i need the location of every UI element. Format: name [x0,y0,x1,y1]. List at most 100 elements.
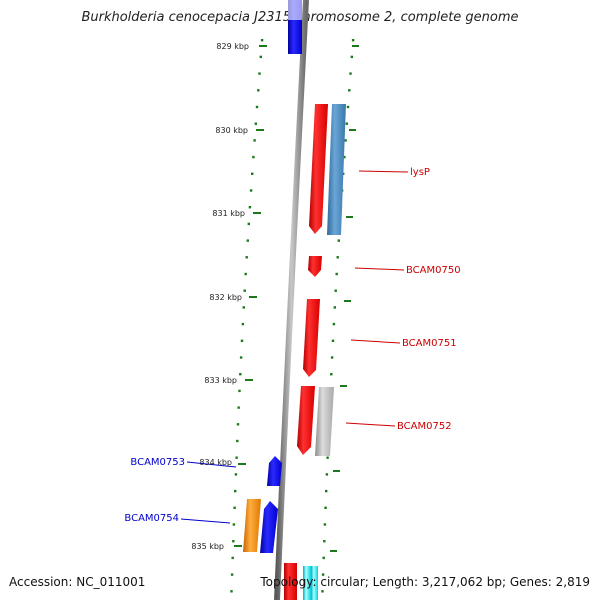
ring-dot [345,122,348,125]
ring-dot [237,406,240,409]
gene-BCAM0754-cds [260,501,278,553]
ring-dot [346,105,350,109]
ring-dot [330,373,333,376]
ring-dot [253,139,256,142]
ring-dot [258,72,261,75]
ring-dot [324,506,327,509]
ring-dot [334,289,337,292]
ring-dot [236,439,239,443]
gene-label-BCAM0754[interactable]: BCAM0754 [124,513,179,524]
gene-BCAM0753-cds [267,456,282,486]
ring-dot [243,289,246,292]
cds-bottom-cyan-1 [303,566,311,600]
ring-dot [254,122,257,125]
ring-dot [234,489,237,493]
ring-dot [321,573,325,576]
gene-label-BCAM0752[interactable]: BCAM0752 [397,421,452,432]
ring-dot [239,373,242,376]
cds-top-light [288,0,302,20]
tick-label-834: 834 kbp [199,458,232,467]
ring-dot [321,590,324,593]
tick-833: 833 kbp [204,376,253,385]
ring-dot [233,506,236,509]
gene-BCAM0752-cds [297,386,315,455]
ring-dot [245,256,248,259]
ring-dot [323,523,327,526]
leader-BCAM0750 [354,267,405,271]
ring-dot [249,189,253,192]
ring-dot [232,540,235,543]
ring-dot [260,39,264,42]
ring-dot [336,256,339,259]
leader-BCAM0752 [345,422,396,427]
ring-dot [246,239,249,242]
tick-label-830: 830 kbp [215,126,248,135]
leader-BCAM0754 [180,518,231,524]
ring-dot [325,473,329,476]
ring-dot [325,489,328,493]
tick-835: 835 kbp [191,542,242,551]
ring-dot [240,339,244,342]
gene-label-lysP[interactable]: lysP [410,167,430,178]
cds-bottom-cyan-2 [311,566,318,600]
ring-dot [239,356,243,359]
tick-label-831: 831 kbp [212,209,245,218]
leader-BCAM0753 [186,461,237,468]
ring-dot [241,322,245,326]
ring-dot [255,105,259,109]
tick-label-832: 832 kbp [209,293,242,302]
ring-dot [351,39,355,42]
ring-dot [337,239,340,242]
ring-dot [251,172,254,175]
ring-dot [236,423,240,426]
gene-label-BCAM0753[interactable]: BCAM0753 [130,457,185,468]
ring-dot [234,473,238,476]
ring-dot [343,155,346,159]
ring-dot [231,556,234,560]
genome-summary-text: Topology: circular; Length: 3,217,062 bp… [260,575,590,589]
gene-lysP-feature [327,104,346,235]
ring-dot [331,339,335,342]
gene-BCAM0752-feature [315,387,334,456]
ring-dot [244,272,247,276]
ring-dot [330,356,334,359]
ring-dot [350,55,353,59]
ring-dot [238,389,241,393]
gene-lysP-cds [309,104,328,234]
ring-dot [322,556,325,560]
tick-831: 831 kbp [212,209,261,218]
gene-BCAM0754-feature [243,499,261,552]
ring-dot [259,55,262,59]
ring-dot [252,155,255,159]
leader-lysP [358,170,409,173]
gene-BCAM0751-cds [303,299,320,377]
ring-dot [333,306,336,309]
ring-dot [230,590,233,593]
gene-label-BCAM0750[interactable]: BCAM0750 [406,265,461,276]
ring-dot [242,306,245,309]
tick-834: 834 kbp [199,458,246,467]
ring-dot [257,89,260,92]
tick-829: 829 kbp [216,42,267,51]
tick-label-829: 829 kbp [216,42,249,51]
ring-dot [230,573,234,576]
ring-dot [247,222,250,226]
ring-dot [344,139,347,142]
gene-label-BCAM0751[interactable]: BCAM0751 [402,338,457,349]
accession-text: Accession: NC_011001 [9,575,146,589]
ring-dot [348,89,351,92]
tick-832: 832 kbp [209,293,257,302]
leader-BCAM0751 [350,339,401,344]
cds-bottom-forward [284,563,297,600]
tick-830: 830 kbp [215,126,264,135]
ring-dot [323,540,326,543]
gene-BCAM0750-cds [308,256,322,277]
backbone-arc [274,0,309,600]
tick-label-833: 833 kbp [204,376,237,385]
ring-dot [335,272,338,276]
ring-dot [232,523,236,526]
tick-label-835: 835 kbp [191,542,224,551]
ring-dot [235,456,238,459]
ring-dot [349,72,352,75]
